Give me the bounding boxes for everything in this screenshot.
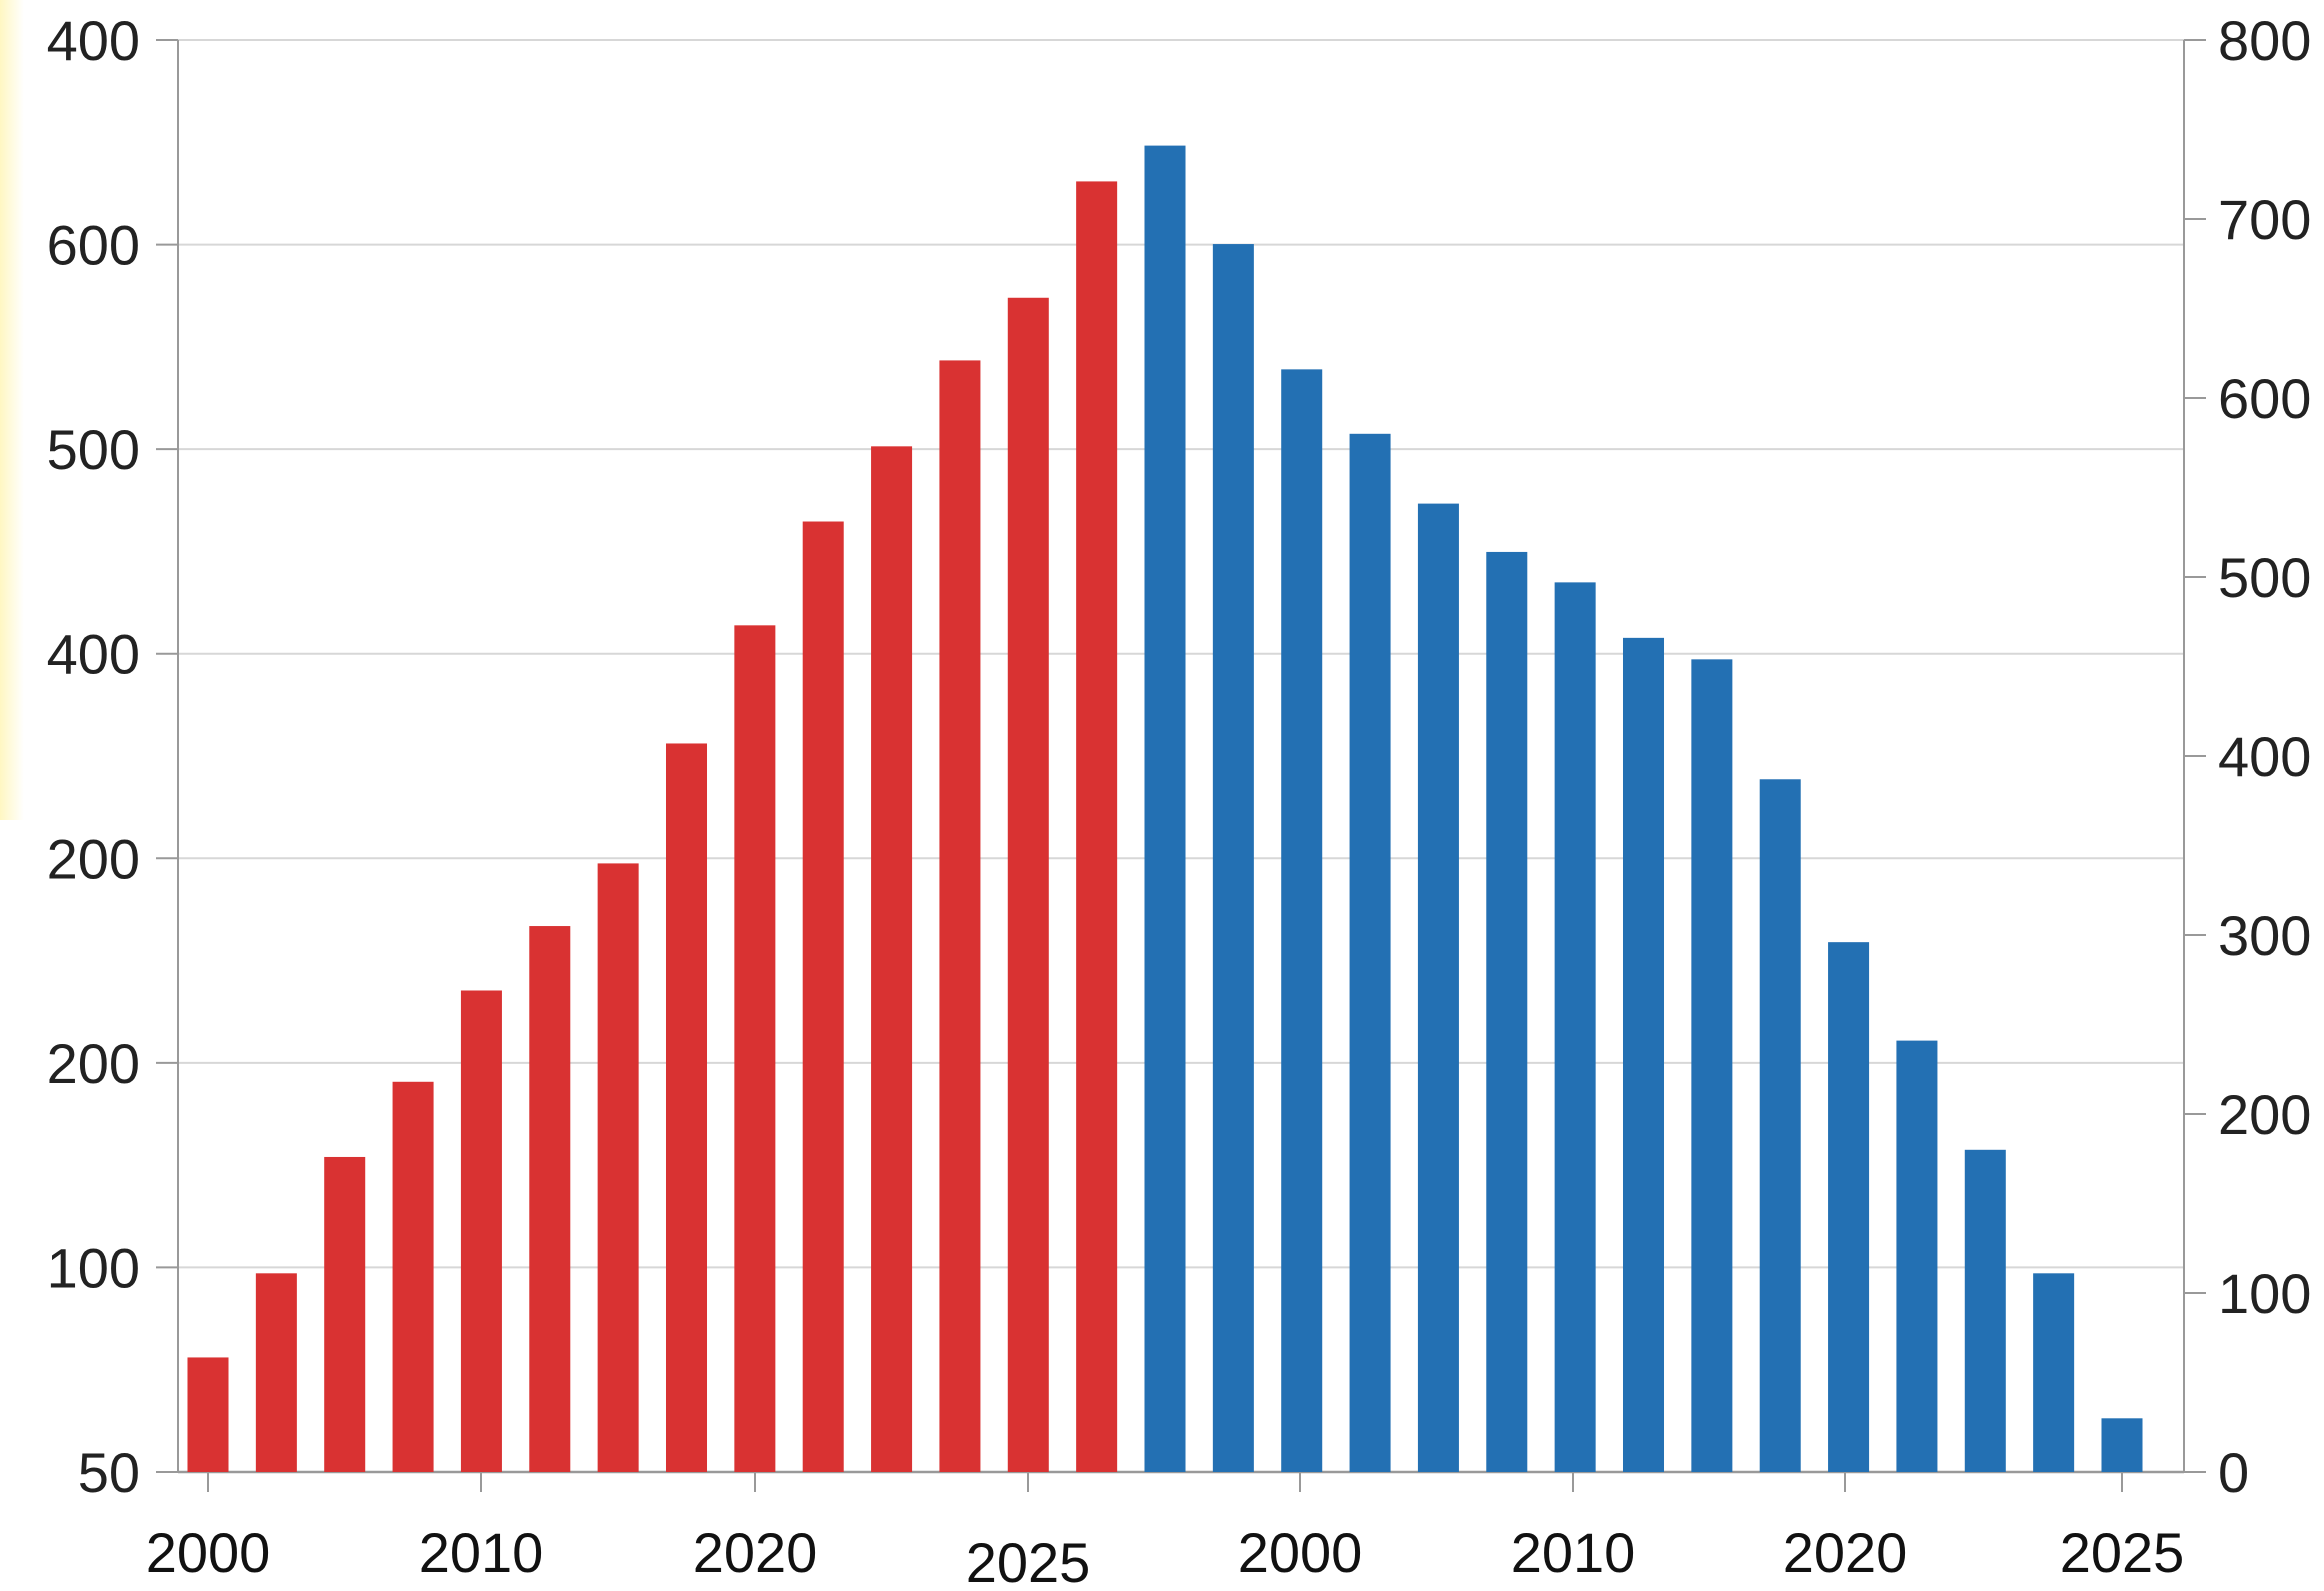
x-tick-label: 2010: [419, 1521, 544, 1584]
bar-blue: [1144, 145, 1186, 1473]
bar-blue: [2033, 1273, 2075, 1472]
right-tick-label: 200: [2218, 1083, 2311, 1146]
bar-red: [1007, 297, 1049, 1472]
bar-red: [255, 1273, 297, 1472]
bar-red: [597, 863, 639, 1472]
bar-red: [871, 446, 913, 1473]
left-tick-label: 200: [47, 827, 140, 890]
bar-blue: [1691, 659, 1733, 1472]
bar-red: [324, 1156, 366, 1472]
left-edge-glow: [0, 0, 24, 820]
x-tick-label: 2020: [1783, 1521, 1908, 1584]
left-tick-label: 400: [47, 623, 140, 686]
bars: [187, 145, 2143, 1473]
right-tick-label: 300: [2218, 904, 2311, 967]
bar-blue: [1759, 779, 1801, 1472]
x-tick-label: 2000: [146, 1521, 271, 1584]
bar-blue: [1417, 503, 1459, 1472]
bar-red: [187, 1357, 229, 1472]
right-tick-label: 800: [2218, 9, 2311, 72]
left-tick-label: 400: [47, 9, 140, 72]
bar-blue: [2101, 1418, 2143, 1472]
right-tick-label: 0: [2218, 1441, 2249, 1504]
right-tick-label: 600: [2218, 367, 2311, 430]
bar-blue: [1622, 637, 1665, 1472]
left-tick-label: 200: [47, 1032, 140, 1095]
bar-blue: [1349, 433, 1391, 1472]
right-tick-label: 500: [2218, 546, 2311, 609]
bar-blue: [1896, 1040, 1938, 1472]
left-tick-label: 500: [47, 418, 140, 481]
bar-blue: [1212, 244, 1254, 1472]
bar-red: [802, 521, 844, 1472]
bar-red: [392, 1081, 434, 1472]
bar-red: [665, 743, 708, 1472]
x-tick-label: 2000: [1238, 1521, 1363, 1584]
left-tick-label: 100: [47, 1236, 140, 1299]
bar-blue: [1964, 1149, 2006, 1472]
tick-labels: 400 600 500 400 200 200 100 50 800 700 600 500 400 30…: [47, 9, 2312, 1591]
x-tick-label: 2010: [1511, 1521, 1636, 1584]
left-tick-label: 50: [78, 1441, 140, 1504]
bar-red: [529, 926, 571, 1472]
bar-red: [1076, 181, 1118, 1472]
bar-blue: [1828, 942, 1870, 1472]
bar-blue: [1486, 551, 1528, 1472]
x-tick-label: 2020: [693, 1521, 818, 1584]
right-tick-label: 100: [2218, 1262, 2311, 1325]
bar-red: [734, 625, 776, 1472]
bar-red: [460, 990, 502, 1472]
right-tick-label: 700: [2218, 188, 2311, 251]
bar-blue: [1281, 369, 1323, 1472]
x-tick-label: 2025: [966, 1531, 1091, 1591]
right-tick-label: 400: [2218, 725, 2311, 788]
left-tick-label: 600: [47, 214, 140, 277]
bar-red: [939, 360, 981, 1472]
bar-blue: [1554, 582, 1596, 1472]
x-tick-label: 2025: [2060, 1521, 2185, 1584]
